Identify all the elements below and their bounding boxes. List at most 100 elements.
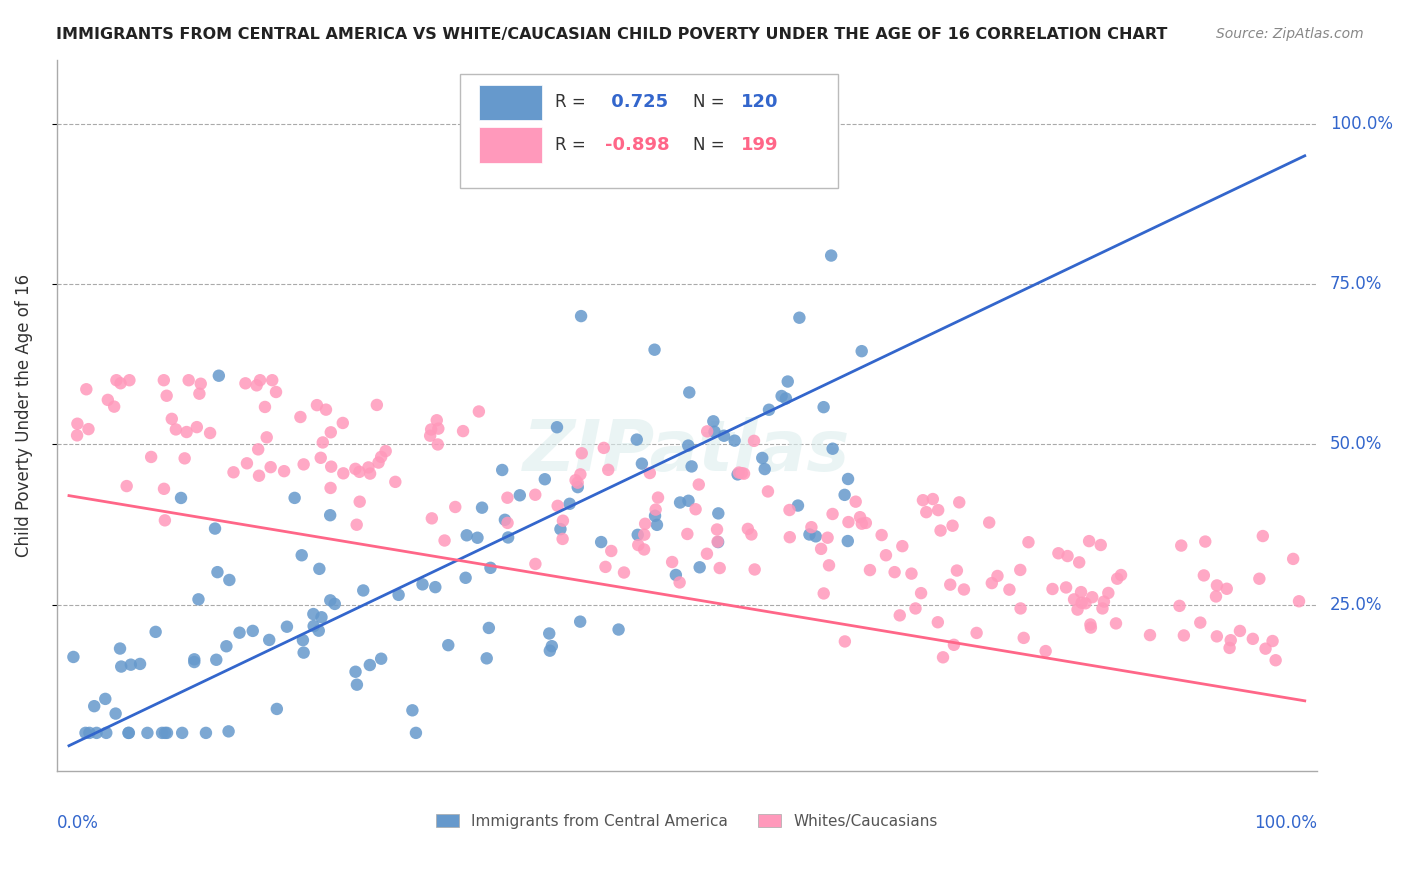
Point [173,451,195,466]
Point [1168,599,1191,613]
Point [66,428,89,442]
Point [62,649,84,664]
Point [1241,632,1264,646]
Point [235,376,257,391]
Point [311,610,333,624]
Point [631,457,654,471]
Point [79,726,101,740]
Point [479,561,502,575]
Point [494,513,516,527]
Point [1047,546,1070,560]
Point [837,534,859,549]
Point [228,625,250,640]
Point [1251,529,1274,543]
Point [1017,535,1039,549]
Point [713,429,735,443]
Point [569,467,592,482]
Point [820,248,842,262]
Point [915,505,938,519]
Point [592,441,614,455]
Point [1229,624,1251,638]
Text: Source: ZipAtlas.com: Source: ZipAtlas.com [1216,27,1364,41]
Point [412,577,434,591]
Point [308,624,330,638]
Point [1170,539,1192,553]
FancyBboxPatch shape [479,85,541,120]
Point [900,566,922,581]
Point [689,560,711,574]
Point [183,652,205,666]
Point [727,467,749,482]
Point [1189,615,1212,630]
Point [779,530,801,544]
Point [891,539,914,553]
Point [834,634,856,648]
Point [849,510,872,524]
Point [696,547,718,561]
Point [665,568,688,582]
Point [426,437,449,451]
Point [904,601,927,615]
Point [980,576,1002,591]
Point [467,531,489,545]
Point [1070,596,1092,610]
Point [1010,601,1032,615]
Point [319,593,342,607]
Point [456,528,478,542]
Point [319,425,342,440]
Point [433,533,456,548]
Point [103,400,125,414]
Point [851,344,873,359]
Point [218,573,240,587]
Point [932,650,955,665]
Text: -0.898: -0.898 [605,136,669,154]
Point [264,384,287,399]
Point [454,571,477,585]
Point [108,641,131,656]
Point [1288,594,1310,608]
Point [359,467,381,481]
Point [613,566,636,580]
Point [120,657,142,672]
Point [153,513,176,527]
Text: 50.0%: 50.0% [1330,435,1382,453]
Point [1092,594,1115,608]
Point [633,542,655,557]
Point [567,480,589,494]
Point [75,382,97,396]
Point [1192,568,1215,582]
Point [911,493,934,508]
Point [567,475,589,490]
Point [359,658,381,673]
Point [678,493,700,508]
Point [308,562,330,576]
Point [921,491,943,506]
Point [110,376,132,391]
Point [546,420,568,434]
Point [547,499,569,513]
Point [837,472,859,486]
Point [309,450,332,465]
Point [633,527,655,541]
Text: IMMIGRANTS FROM CENTRAL AMERICA VS WHITE/CAUCASIAN CHILD POVERTY UNDER THE AGE O: IMMIGRANTS FROM CENTRAL AMERICA VS WHITE… [56,27,1167,42]
Point [66,417,89,431]
Point [669,495,692,509]
Point [1081,591,1104,605]
Point [208,368,231,383]
Point [799,527,821,541]
Point [756,484,779,499]
Point [678,439,700,453]
Point [524,488,547,502]
Point [1056,549,1078,563]
Point [875,548,897,562]
Point [1066,602,1088,616]
Point [770,389,793,403]
Point [118,726,141,740]
Text: 199: 199 [741,136,779,154]
Point [118,373,141,387]
Point [813,400,835,414]
Point [696,425,718,439]
Point [1070,585,1092,599]
Text: 75.0%: 75.0% [1330,275,1382,293]
Point [451,424,474,438]
